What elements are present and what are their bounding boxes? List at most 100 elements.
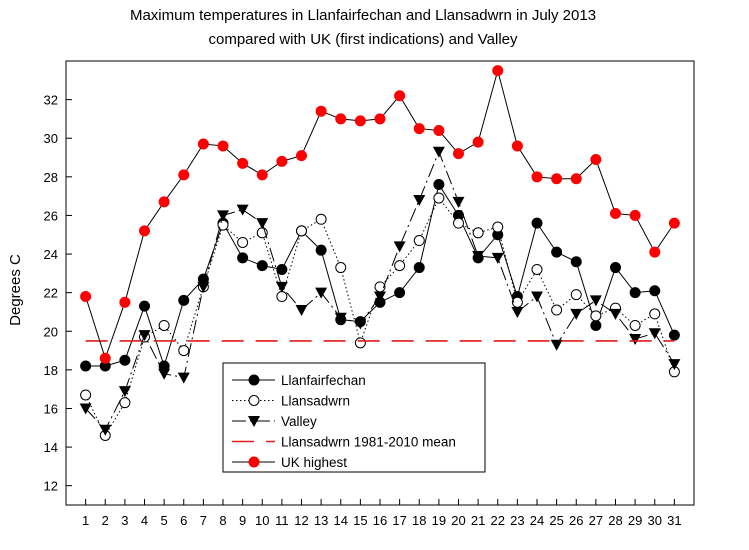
x-tick-label: 24 [530,513,544,528]
y-tick-label: 32 [44,93,58,108]
data-point [248,395,260,406]
data-point [649,246,661,258]
x-tick-label: 15 [353,513,367,528]
data-point [80,360,92,372]
y-tick-label: 22 [44,286,58,301]
data-point [99,352,111,364]
x-tick-label: 25 [549,513,563,528]
data-point [158,196,170,208]
data-point [276,291,288,303]
data-point [551,304,563,316]
data-point [472,250,485,262]
data-point [119,397,131,409]
data-point [248,416,260,427]
x-tick-label: 7 [200,513,207,528]
data-point [492,65,504,77]
x-tick-label: 14 [334,513,348,528]
chart-subtitle: compared with UK (first indications) and… [208,31,518,48]
data-point [354,115,366,127]
data-point [315,244,327,256]
data-point [472,227,484,239]
x-tick-label: 1 [82,513,89,528]
data-point [256,169,268,181]
data-point [648,328,661,340]
legend-label: Llansadwrn [281,394,350,409]
data-point [217,140,229,152]
x-tick-label: 31 [667,513,681,528]
x-tick-label: 19 [432,513,446,528]
data-point [394,260,406,272]
data-point [178,294,190,306]
data-point [178,345,190,357]
data-point [531,263,543,275]
data-point [118,386,131,398]
data-point [394,287,406,299]
x-tick-label: 6 [180,513,187,528]
data-point [511,140,523,152]
x-tick-label: 5 [161,513,168,528]
data-point [492,221,504,233]
x-tick-label: 18 [412,513,426,528]
data-point [354,337,366,349]
data-point [256,218,269,230]
data-point [609,308,622,320]
data-point [551,173,563,185]
data-point [570,173,582,185]
data-point [550,339,563,351]
data-point [610,262,621,274]
data-point [177,372,190,384]
data-point [79,403,92,415]
data-point [236,204,249,216]
x-tick-label: 30 [648,513,662,528]
data-point [276,263,288,275]
data-point [248,456,260,468]
data-point [139,300,150,312]
legend-label: UK highest [281,455,347,470]
legend-label: Llanfairfechan [281,373,366,388]
data-point [99,424,112,436]
y-axis-label: Degrees C [7,254,24,326]
data-point [315,287,328,299]
data-point [315,213,327,225]
x-tick-label: 4 [141,513,148,528]
data-point [335,262,347,274]
data-point [590,310,602,322]
x-tick-label: 21 [471,513,485,528]
data-point [531,171,543,183]
data-point [432,146,445,158]
y-tick-label: 26 [44,208,58,223]
data-point [452,196,465,208]
x-tick-label: 9 [239,513,246,528]
x-tick-label: 29 [628,513,642,528]
y-tick-label: 28 [44,170,58,185]
x-tick-label: 2 [102,513,109,528]
data-point [237,252,249,264]
data-point [334,312,347,324]
data-point [217,210,229,222]
x-tick-label: 8 [219,513,226,528]
data-point [453,217,464,229]
data-point [590,319,602,331]
data-point [590,153,602,165]
data-point [237,157,249,169]
data-point [158,368,171,380]
data-point [413,262,425,274]
legend-box [222,362,486,473]
data-point [433,179,445,191]
data-point [570,308,583,320]
series-layer [79,65,681,442]
x-tick-label: 22 [491,513,505,528]
data-point [335,113,347,125]
y-tick-label: 20 [44,324,58,339]
data-point [394,90,406,102]
data-point [296,150,307,162]
legend-label: Llansadwrn 1981-2010 mean [281,435,456,450]
y-tick-label: 16 [44,401,58,416]
data-point [413,235,425,247]
data-point [295,305,308,317]
x-tick-label: 28 [608,513,622,528]
y-tick-label: 12 [44,479,58,494]
data-point [393,241,406,253]
